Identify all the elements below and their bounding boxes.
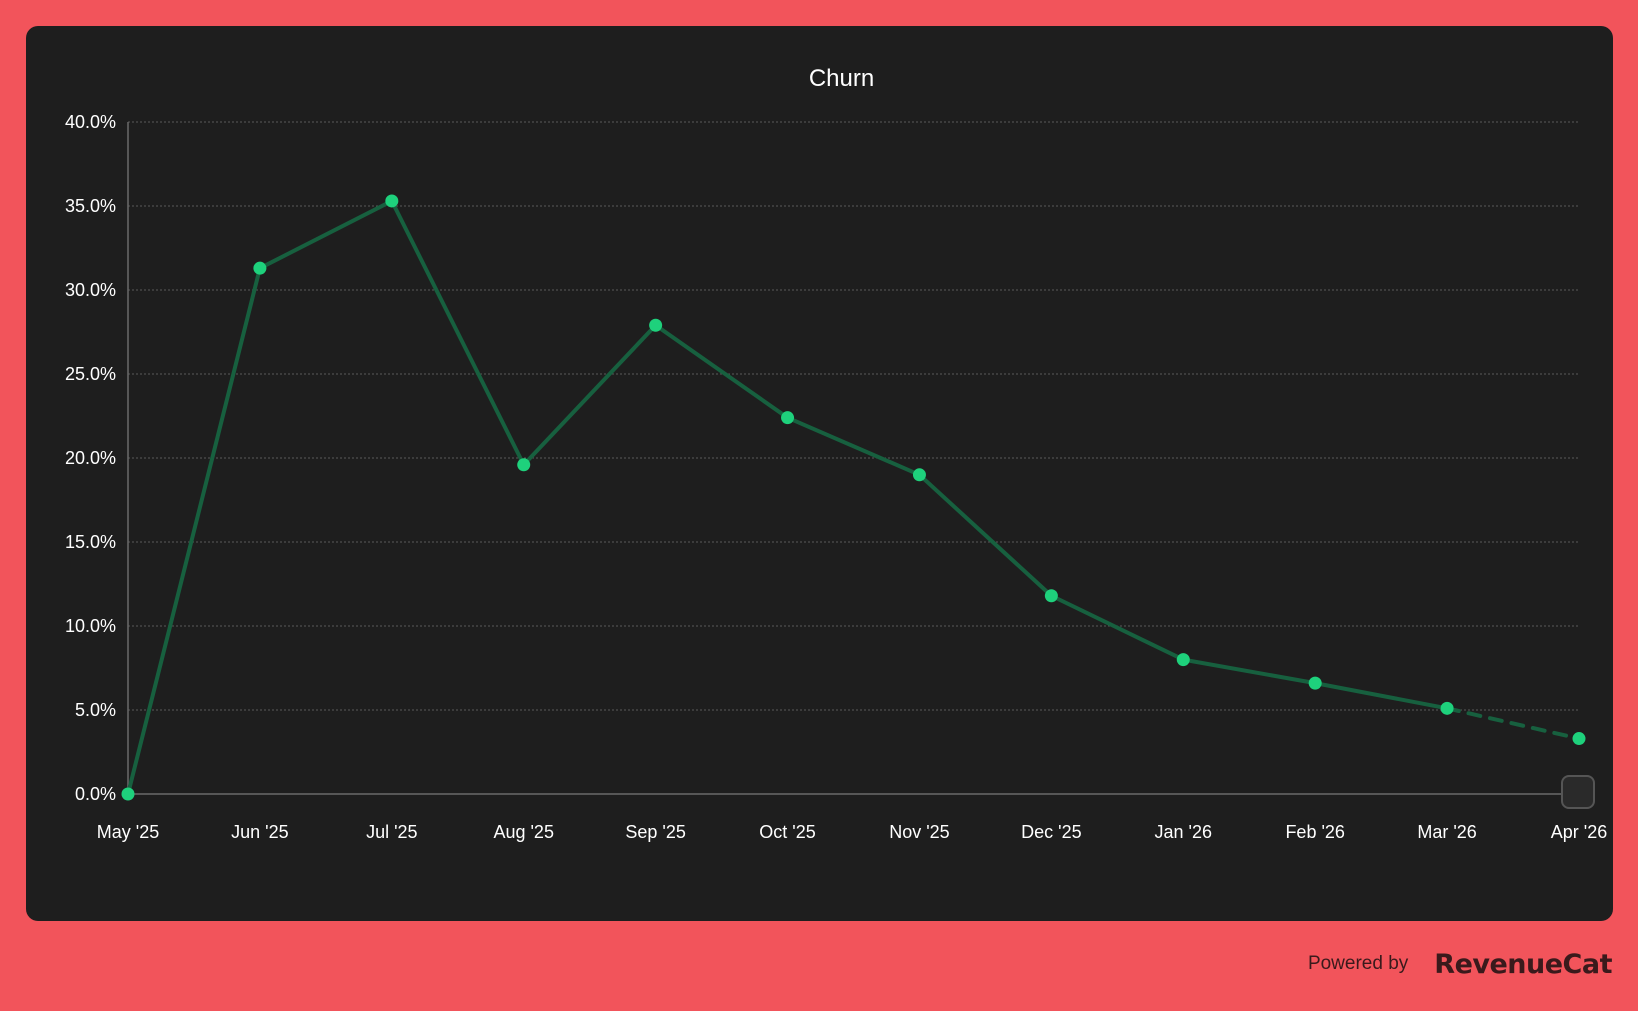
series-line-projected bbox=[1445, 706, 1581, 741]
data-point bbox=[1440, 701, 1454, 715]
data-point bbox=[912, 468, 926, 482]
data-point bbox=[1176, 653, 1190, 667]
y-tick-label: 20.0% bbox=[65, 448, 116, 468]
y-tick-label: 10.0% bbox=[65, 616, 116, 636]
y-tick-label: 30.0% bbox=[65, 280, 116, 300]
powered-by-text: Powered by bbox=[1307, 953, 1409, 974]
data-point bbox=[781, 411, 795, 425]
chart-card: Churn 0.0% 5.0% 10.0% 15.0% 20.0% 25.0% 30.0% 35… bbox=[26, 26, 1613, 921]
data-point bbox=[121, 787, 135, 801]
range-handle[interactable] bbox=[1561, 775, 1595, 809]
y-tick-label: 15.0% bbox=[65, 532, 116, 552]
y-tick-label: 0.0% bbox=[75, 784, 116, 804]
footer: Powered by RevenueCat bbox=[1307, 946, 1613, 982]
data-point bbox=[649, 318, 663, 332]
x-tick-label: Dec '25 bbox=[1021, 822, 1081, 842]
y-tick-label: 5.0% bbox=[75, 700, 116, 720]
x-tick-label: Jan '26 bbox=[1155, 822, 1212, 842]
y-tick-label: 40.0% bbox=[65, 112, 116, 132]
x-tick-label: Sep '25 bbox=[625, 822, 686, 842]
data-point bbox=[1308, 676, 1322, 690]
data-point bbox=[517, 458, 531, 472]
x-tick-label: May '25 bbox=[97, 822, 159, 842]
data-point bbox=[1572, 732, 1586, 746]
y-tick-label: 25.0% bbox=[65, 364, 116, 384]
revenuecat-logo[interactable]: RevenueCat bbox=[1434, 948, 1612, 980]
x-tick-label: Nov '25 bbox=[889, 822, 949, 842]
chart-title: Churn bbox=[809, 65, 874, 92]
x-tick-label: Oct '25 bbox=[759, 822, 815, 842]
data-point bbox=[253, 261, 267, 275]
churn-line-chart: Churn 0.0% 5.0% 10.0% 15.0% 20.0% 25.0% 30.0% 35… bbox=[65, 65, 1607, 842]
x-tick-label: Mar '26 bbox=[1417, 822, 1476, 842]
x-tick-label: Jun '25 bbox=[231, 822, 288, 842]
x-tick-label: Apr '26 bbox=[1551, 822, 1607, 842]
data-point bbox=[385, 194, 399, 208]
data-point bbox=[1044, 589, 1058, 603]
x-tick-label: Feb '26 bbox=[1285, 822, 1344, 842]
y-tick-label: 35.0% bbox=[65, 196, 116, 216]
x-tick-label: Aug '25 bbox=[493, 822, 554, 842]
x-tick-label: Jul '25 bbox=[366, 822, 417, 842]
